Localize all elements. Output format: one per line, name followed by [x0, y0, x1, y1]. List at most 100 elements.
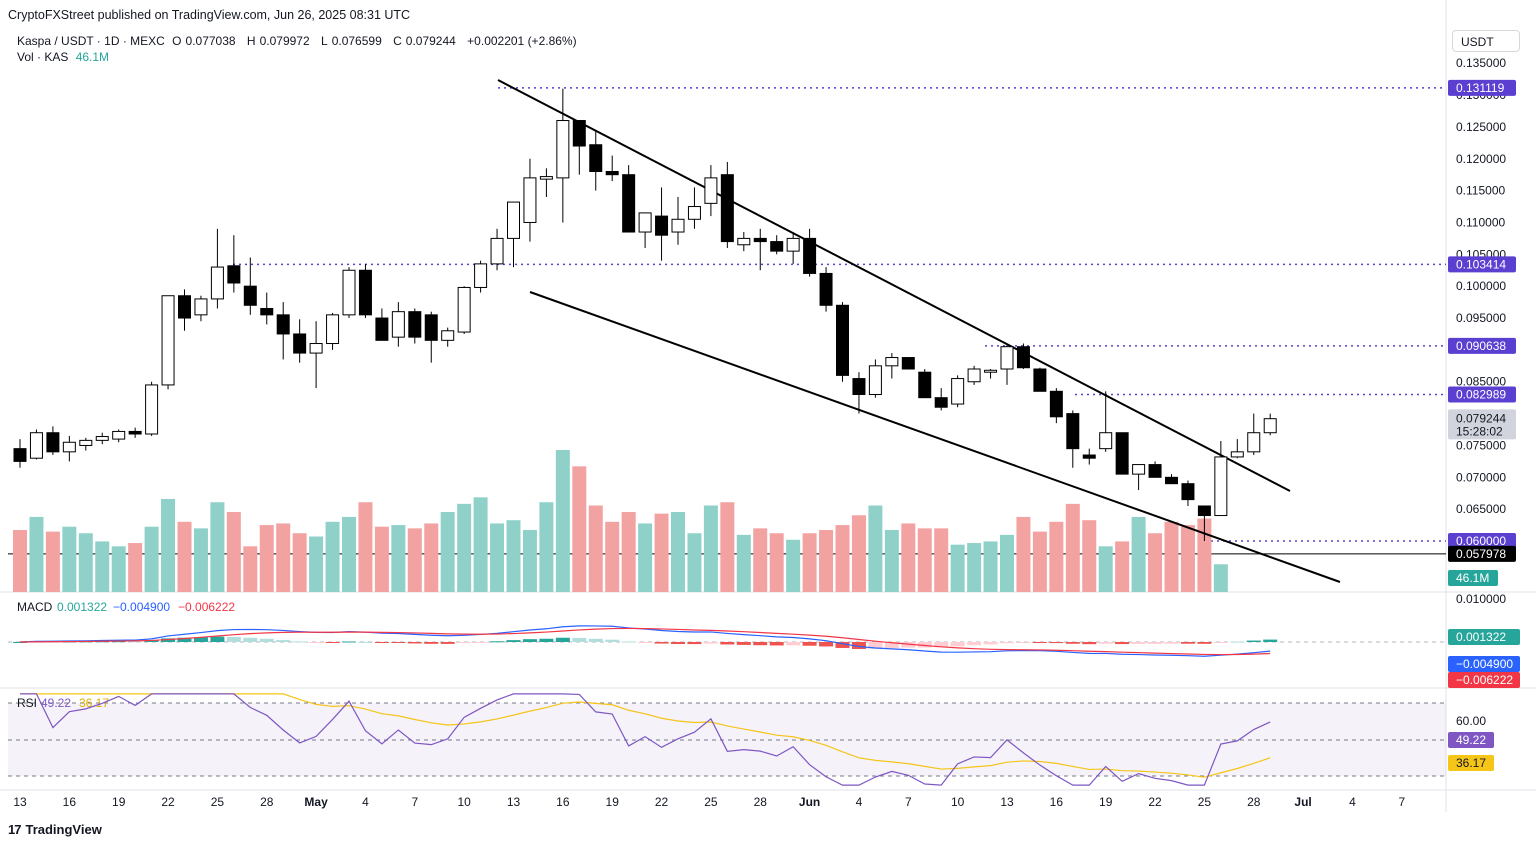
candle-body [260, 307, 274, 316]
macd-histogram-bar [934, 642, 949, 648]
volume-bar [490, 523, 505, 592]
volume-bar [325, 521, 340, 592]
tradingview-brand[interactable]: 17 TradingView [8, 822, 102, 837]
candle-body [556, 120, 570, 179]
macd-histogram-bar [1082, 642, 1097, 645]
time-tick-label: 19 [112, 795, 126, 809]
candle-body [1263, 418, 1277, 434]
candle-body [638, 212, 652, 233]
macd-histogram-bar [819, 642, 834, 647]
volume-bar [638, 523, 653, 592]
volume-bar [1032, 531, 1047, 592]
volume-bar [736, 534, 751, 592]
macd-histogram-bar [358, 641, 373, 643]
rsi-tag-text: 49.22 [1456, 733, 1486, 747]
time-tick-label: 22 [161, 795, 175, 809]
rsi-tag [1448, 732, 1494, 748]
high-value: 0.079972 [259, 34, 310, 48]
time-tick-label: 28 [754, 795, 768, 809]
volume-bar [1049, 521, 1064, 592]
candle-body [490, 237, 504, 265]
volume-bar [407, 528, 422, 592]
macd-histogram-bar [671, 642, 685, 645]
volume-bar [769, 533, 784, 592]
macd-histogram-bar [786, 642, 801, 646]
time-tick-label: 25 [211, 795, 225, 809]
price-tick-label: 0.070000 [1456, 470, 1506, 484]
volume-legend: Vol · KAS 46.1M [17, 50, 110, 64]
macd-signal-line [19, 627, 1271, 656]
time-tick-label: Jul [1294, 795, 1311, 809]
volume-bar [457, 503, 472, 592]
volume-value: 46.1M [75, 50, 110, 64]
macd-histogram-bar [374, 642, 389, 643]
tradingview-logo-icon: 17 [8, 822, 22, 837]
candle-body [753, 237, 767, 243]
macd-histogram-bar [473, 642, 488, 643]
macd-histogram-bar [654, 642, 669, 644]
macd-histogram-bar [555, 637, 570, 642]
volume-bar [901, 523, 916, 592]
macd-histogram-bar [161, 638, 176, 642]
currency-button[interactable]: USDT [1452, 30, 1520, 52]
volume-bar [868, 505, 883, 592]
time-tick-label: 7 [905, 795, 912, 809]
macd-histogram-bar [835, 642, 850, 648]
volume-bar [720, 502, 735, 592]
macd-histogram-bar [407, 642, 422, 644]
volume-bar [95, 541, 110, 592]
candle-body [868, 365, 882, 395]
candle-body [539, 176, 553, 180]
symbol-title: Kaspa / USDT · 1D · MEXC [17, 34, 165, 48]
volume-bar [802, 533, 817, 592]
candle-body [1066, 413, 1080, 450]
candle-body [1181, 483, 1195, 501]
volume-bar [835, 525, 850, 592]
volume-bar [1131, 516, 1146, 592]
candle-body [687, 206, 701, 220]
volume-bar [358, 502, 373, 592]
rsi-ma-tag [1448, 755, 1494, 771]
volume-bar [884, 529, 899, 592]
volume-bar [128, 543, 143, 592]
macd-histogram-bar [1246, 640, 1261, 642]
last-price-tag [1448, 409, 1516, 440]
macd-histogram-bar [1032, 642, 1047, 643]
volume-bar [161, 498, 176, 592]
macd-label: MACD [17, 600, 53, 614]
macd-histogram-bar [506, 640, 521, 642]
volume-bar [309, 536, 324, 592]
macd-tag [1448, 629, 1520, 645]
volume-bar [111, 546, 126, 592]
level-price-tag-text: 0.090638 [1456, 339, 1506, 353]
candle-body [1049, 390, 1063, 418]
candle-body [819, 272, 833, 306]
volume-bar [226, 512, 241, 592]
time-tick-label: 25 [704, 795, 718, 809]
volume-bar [555, 450, 570, 592]
macd-histogram-bar [1049, 642, 1064, 644]
candle-body [457, 286, 471, 333]
candle-body [79, 439, 93, 446]
macd-histogram-bar [621, 641, 636, 643]
candle-body [161, 295, 175, 386]
upper-trend-line [497, 79, 1291, 492]
volume-bar [177, 521, 192, 592]
macd-histogram-bar [539, 638, 554, 642]
candle-body [112, 430, 126, 440]
volume-bar [950, 544, 965, 592]
candle-body [655, 215, 669, 236]
macd-histogram-bar [490, 641, 505, 643]
macd-histogram-bar [572, 637, 587, 642]
rsi-value: 49.22 [41, 696, 71, 710]
price-tick-label: 0.110000 [1456, 215, 1505, 229]
candle-body [243, 285, 257, 306]
volume-bar [440, 512, 455, 592]
volume-bar [276, 523, 291, 592]
candle-body [951, 378, 965, 405]
macd-histogram-bar [243, 637, 258, 642]
candle-body [1148, 464, 1162, 478]
time-tick-label: 25 [1198, 795, 1212, 809]
macd-histogram-bar [1148, 642, 1163, 644]
